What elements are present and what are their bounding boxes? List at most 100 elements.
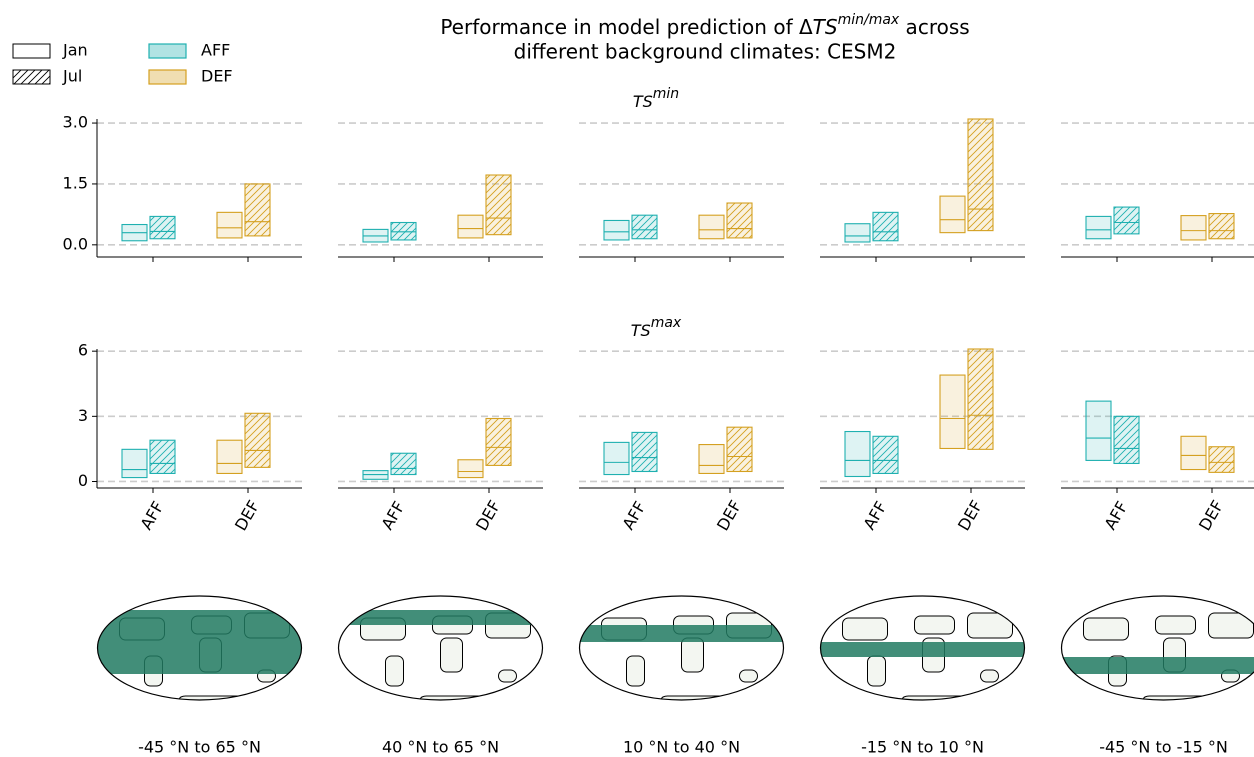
box bbox=[485, 174, 512, 236]
box bbox=[698, 214, 725, 240]
map-label: -15 °N to 10 °N bbox=[861, 738, 984, 757]
x-tick-label: DEF bbox=[1195, 497, 1227, 534]
box bbox=[1180, 215, 1207, 241]
map-label: 10 °N to 40 °N bbox=[623, 738, 740, 757]
legend-label: Jan bbox=[62, 41, 88, 60]
region-band bbox=[97, 610, 302, 674]
box bbox=[149, 439, 176, 474]
box bbox=[457, 459, 484, 479]
map-outline bbox=[337, 595, 544, 701]
y-tick-label: 6 bbox=[78, 341, 88, 360]
row-title-sup: max bbox=[651, 315, 682, 331]
row-title-sup: min bbox=[653, 86, 679, 102]
legend-label: AFF bbox=[201, 41, 230, 60]
continent bbox=[681, 637, 704, 673]
box bbox=[390, 221, 417, 241]
y-tick-label: 3 bbox=[78, 406, 88, 425]
legend-swatch bbox=[148, 69, 187, 85]
title-sup: min/max bbox=[838, 12, 900, 28]
box bbox=[726, 426, 753, 473]
map-label: 40 °N to 65 °N bbox=[382, 738, 499, 757]
y-tick-label: 0 bbox=[78, 471, 88, 490]
box bbox=[939, 195, 966, 234]
map-outline bbox=[819, 595, 1026, 701]
box bbox=[244, 412, 271, 468]
map-label: -45 °N to -15 °N bbox=[1099, 738, 1228, 757]
continent bbox=[967, 612, 1013, 639]
region-band bbox=[338, 610, 543, 625]
x-tick-label: DEF bbox=[472, 497, 504, 534]
map-outline bbox=[1060, 595, 1254, 701]
continent bbox=[1208, 612, 1254, 639]
map-land bbox=[579, 612, 784, 700]
y-tick-label: 3.0 bbox=[63, 113, 88, 132]
x-tick-label: DEF bbox=[954, 497, 986, 534]
box bbox=[939, 374, 966, 450]
x-tick-label: AFF bbox=[378, 498, 409, 533]
title-prefix: Performance in model prediction of Δ bbox=[440, 15, 813, 39]
box bbox=[631, 214, 658, 240]
box bbox=[485, 417, 512, 466]
continent bbox=[842, 617, 888, 641]
region-band bbox=[1061, 657, 1254, 674]
legend-swatch bbox=[12, 69, 51, 85]
box bbox=[1208, 213, 1235, 240]
map-land bbox=[97, 610, 302, 700]
x-tick-label: AFF bbox=[860, 498, 891, 533]
y-tick-label: 1.5 bbox=[63, 173, 88, 192]
x-tick-label: AFF bbox=[137, 498, 168, 533]
box bbox=[216, 211, 243, 239]
continent bbox=[914, 615, 955, 635]
x-tick-label: AFF bbox=[619, 498, 650, 533]
box bbox=[631, 431, 658, 473]
continent bbox=[1155, 615, 1196, 635]
continent bbox=[440, 637, 463, 673]
map-outline bbox=[578, 595, 785, 701]
region-band bbox=[579, 625, 784, 642]
box bbox=[967, 118, 994, 232]
box bbox=[872, 211, 899, 242]
continent bbox=[385, 655, 404, 687]
box bbox=[1113, 415, 1140, 465]
continent bbox=[1083, 617, 1129, 641]
legend-swatch bbox=[148, 43, 187, 59]
x-tick-label: DEF bbox=[713, 497, 745, 534]
region-band bbox=[820, 642, 1025, 657]
x-tick-label: AFF bbox=[1101, 498, 1132, 533]
box bbox=[1208, 446, 1235, 473]
row-title-symbol: TS bbox=[631, 321, 651, 340]
box bbox=[1085, 215, 1112, 240]
box bbox=[967, 348, 994, 450]
box bbox=[603, 441, 630, 476]
box bbox=[603, 219, 630, 241]
row-title: TSmin bbox=[633, 86, 679, 111]
box bbox=[390, 452, 417, 476]
legend-label: Jul bbox=[62, 67, 82, 86]
box bbox=[149, 215, 176, 240]
continent bbox=[867, 655, 886, 687]
x-tick-label: DEF bbox=[231, 497, 263, 534]
legend-label: DEF bbox=[201, 67, 233, 86]
y-tick-label: 0.0 bbox=[63, 234, 88, 253]
box bbox=[1113, 206, 1140, 235]
box bbox=[844, 430, 871, 478]
map-land bbox=[820, 612, 1025, 700]
continent bbox=[626, 655, 645, 687]
row-title-symbol: TS bbox=[633, 92, 653, 111]
title-line-1: Performance in model prediction of ΔTSmi… bbox=[440, 12, 969, 39]
box bbox=[216, 439, 243, 474]
continent bbox=[739, 669, 758, 683]
title-symbol: TS bbox=[813, 15, 838, 39]
title-suffix: across bbox=[899, 15, 969, 39]
map-outline bbox=[96, 595, 303, 701]
box bbox=[121, 448, 148, 479]
box bbox=[244, 183, 271, 237]
box bbox=[1180, 435, 1207, 471]
legend-swatch bbox=[12, 43, 51, 59]
box bbox=[726, 202, 753, 239]
box bbox=[457, 214, 484, 239]
map-label: -45 °N to 65 °N bbox=[138, 738, 261, 757]
box bbox=[1085, 400, 1112, 461]
